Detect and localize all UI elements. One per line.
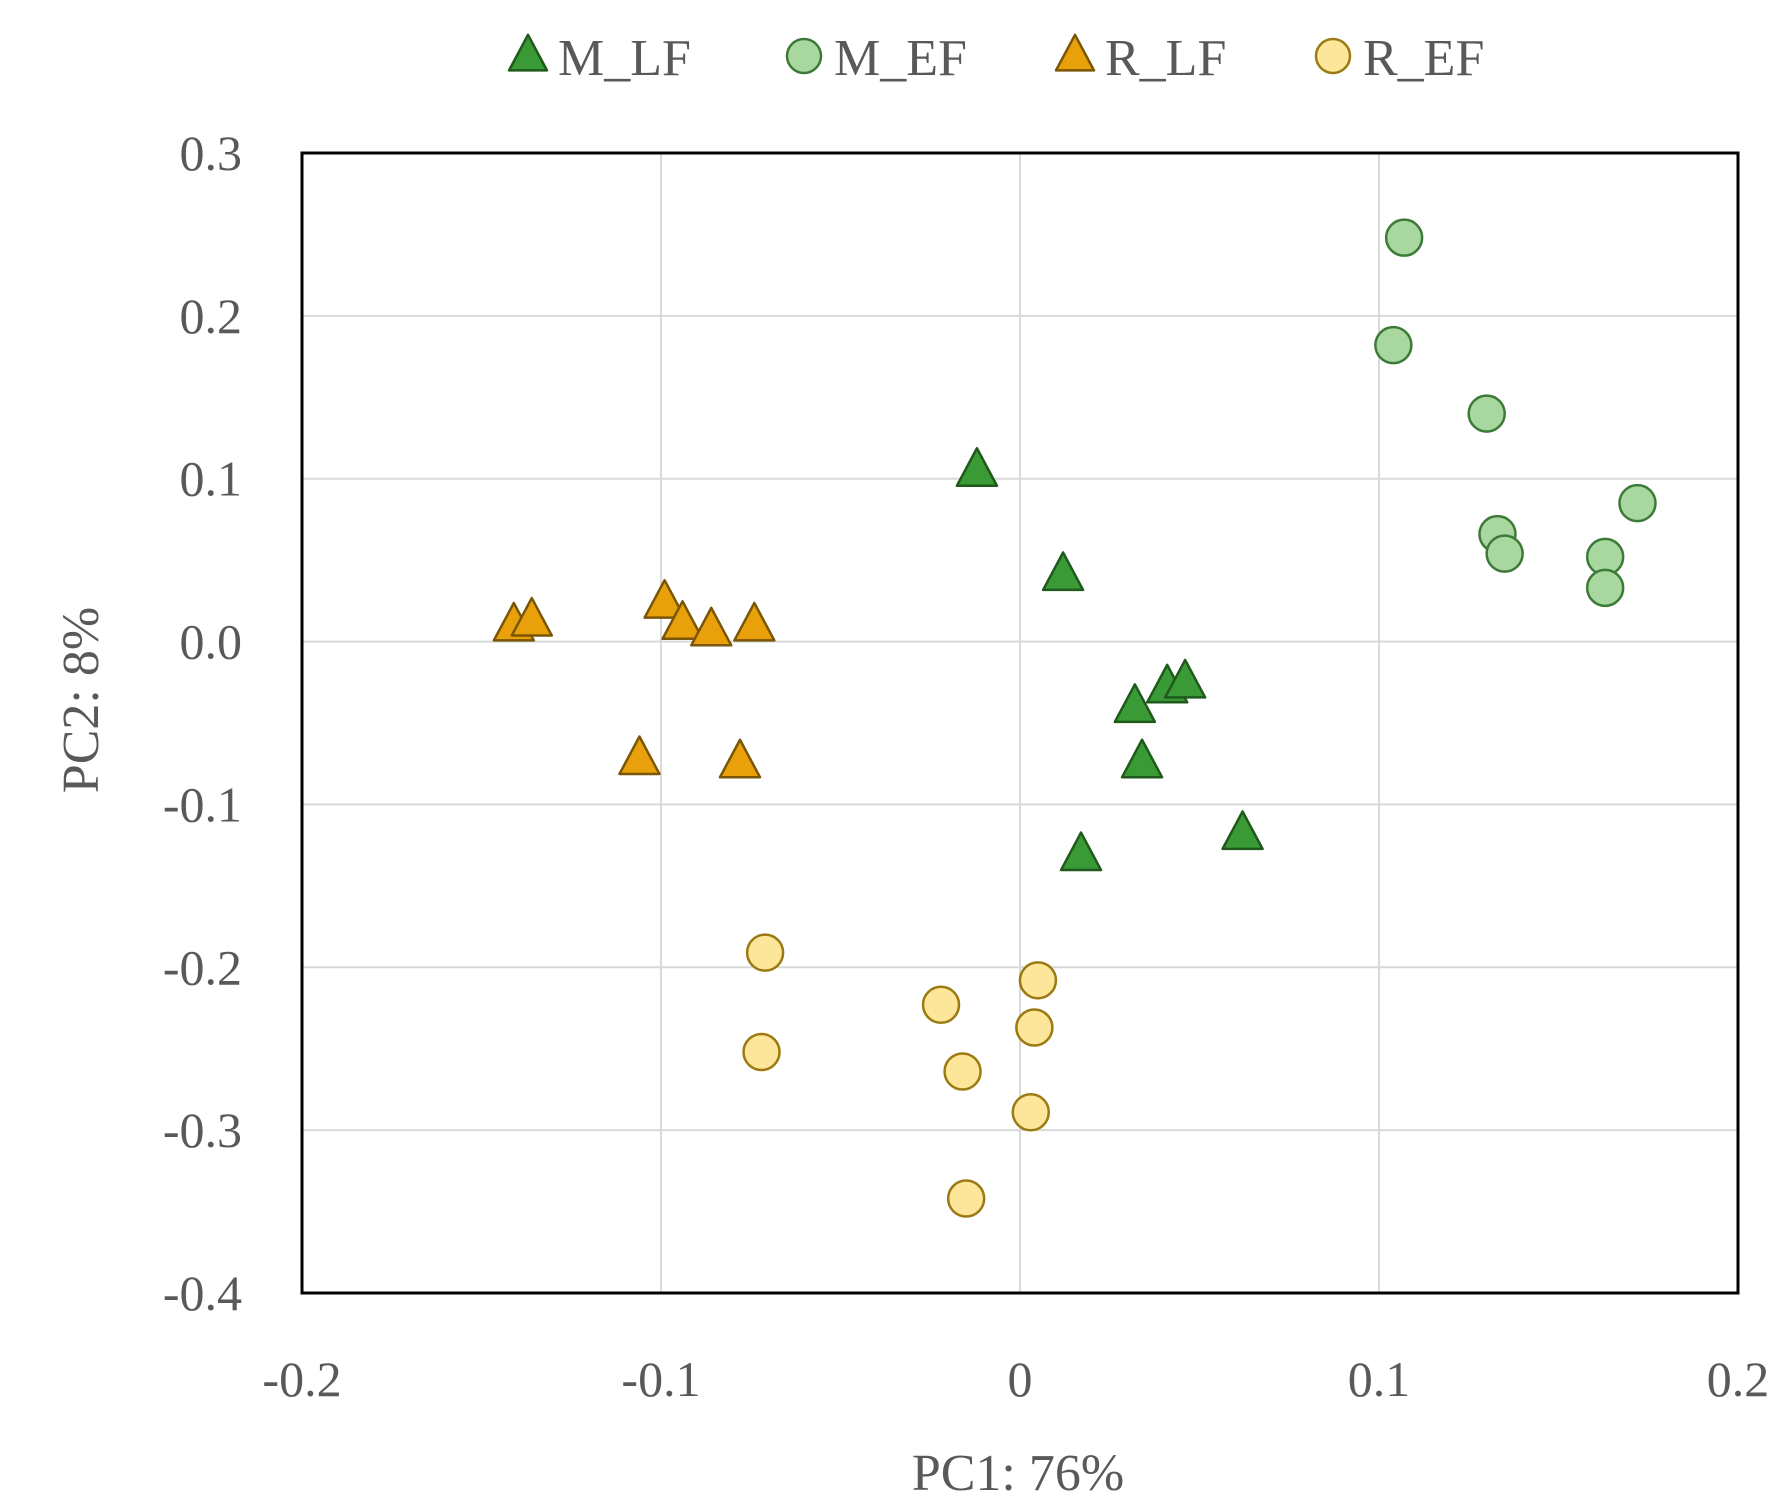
data-point bbox=[690, 606, 733, 647]
data-point bbox=[1011, 1092, 1051, 1132]
points-layer bbox=[492, 218, 1657, 1218]
data-point bbox=[1015, 1008, 1054, 1047]
legend-label: R_EF bbox=[1363, 30, 1484, 87]
y-tick-label: 0.0 bbox=[180, 614, 243, 670]
data-point bbox=[943, 1052, 982, 1091]
data-point bbox=[1374, 325, 1413, 365]
data-point bbox=[1113, 683, 1157, 724]
y-tick-label: -0.2 bbox=[163, 939, 242, 995]
x-axis-label: PC1: 76% bbox=[912, 1445, 1124, 1502]
data-point bbox=[718, 738, 762, 779]
plot-frame bbox=[300, 151, 1740, 1295]
x-tick-label: -0.2 bbox=[262, 1351, 341, 1407]
data-point bbox=[1120, 738, 1164, 779]
y-tick-label: -0.4 bbox=[163, 1265, 242, 1321]
data-point bbox=[955, 447, 999, 487]
series-r-ef bbox=[742, 933, 1058, 1218]
legend-marker-r-lf bbox=[1054, 33, 1096, 72]
data-point bbox=[921, 985, 961, 1024]
legend-label: M_EF bbox=[834, 30, 967, 87]
data-point bbox=[1163, 658, 1207, 699]
legend-marker-m-lf bbox=[507, 33, 549, 72]
y-tick-label: -0.1 bbox=[163, 776, 242, 832]
y-tick-label: 0.1 bbox=[180, 451, 243, 507]
legend-marker-m-ef bbox=[785, 37, 823, 75]
data-point bbox=[1059, 831, 1103, 872]
data-point bbox=[1041, 551, 1085, 592]
data-point bbox=[1467, 394, 1506, 433]
data-point bbox=[733, 601, 776, 642]
x-tick-labels: -0.2 -0.1 0 0.1 0.2 bbox=[262, 1351, 1769, 1407]
data-point bbox=[946, 1179, 986, 1218]
legend-label: M_LF bbox=[558, 30, 691, 87]
legend-marker-r-ef bbox=[1314, 37, 1352, 75]
data-point bbox=[742, 1032, 781, 1072]
series-m-ef bbox=[1374, 218, 1657, 608]
x-tick-label: 0.1 bbox=[1348, 1351, 1411, 1407]
data-point bbox=[1585, 568, 1625, 608]
x-tick-label: -0.1 bbox=[621, 1351, 700, 1407]
data-point bbox=[1384, 218, 1424, 257]
y-tick-labels: 0.3 0.2 0.1 0.0 -0.1 -0.2 -0.3 -0.4 bbox=[163, 125, 242, 1321]
data-point bbox=[745, 933, 785, 972]
data-point bbox=[510, 596, 554, 637]
legend-label: R_LF bbox=[1105, 30, 1226, 87]
legend: M_LF M_EF R_LF R_EF bbox=[507, 30, 1484, 87]
data-point bbox=[1618, 483, 1657, 523]
data-point bbox=[643, 578, 686, 619]
data-point bbox=[1018, 961, 1058, 1000]
data-point bbox=[1221, 810, 1264, 851]
data-point bbox=[1485, 534, 1524, 573]
data-point bbox=[618, 735, 661, 776]
y-axis-label: PC2: 8% bbox=[53, 607, 110, 793]
data-point bbox=[661, 600, 704, 641]
series-r-lf bbox=[492, 578, 776, 779]
x-tick-label: 0.2 bbox=[1707, 1351, 1770, 1407]
y-tick-label: -0.3 bbox=[163, 1102, 242, 1158]
y-tick-label: 0.3 bbox=[180, 125, 243, 181]
x-tick-label: 0 bbox=[1008, 1351, 1033, 1407]
series-m-lf bbox=[955, 447, 1264, 872]
y-tick-label: 0.2 bbox=[180, 288, 243, 344]
